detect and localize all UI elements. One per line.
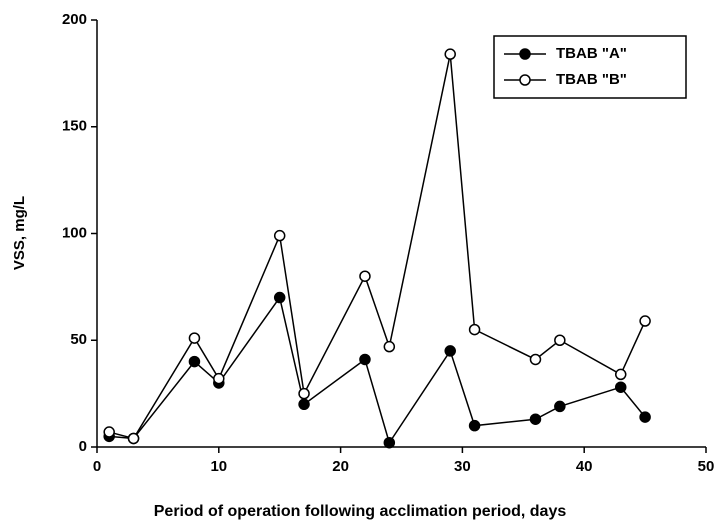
marker bbox=[188, 332, 201, 344]
series-line bbox=[109, 295, 646, 445]
legend-marker bbox=[519, 48, 531, 60]
y-axis-label: VSS, mg/L bbox=[11, 196, 28, 270]
marker bbox=[298, 398, 310, 411]
marker bbox=[383, 340, 396, 353]
marker bbox=[298, 387, 310, 400]
marker bbox=[188, 355, 201, 368]
marker bbox=[639, 315, 651, 327]
marker bbox=[444, 345, 456, 357]
y-tick-label: 100 bbox=[62, 224, 87, 241]
marker bbox=[359, 270, 371, 282]
marker bbox=[468, 419, 481, 432]
marker bbox=[127, 432, 140, 445]
y-tick-label: 150 bbox=[62, 118, 87, 135]
x-tick-label: 10 bbox=[210, 458, 227, 475]
marker bbox=[554, 400, 566, 413]
marker bbox=[273, 229, 286, 242]
marker bbox=[383, 436, 396, 449]
marker bbox=[444, 48, 456, 60]
marker bbox=[273, 291, 286, 304]
x-axis-label: Period of operation following acclimatio… bbox=[154, 503, 567, 520]
marker bbox=[614, 381, 627, 393]
legend-box bbox=[493, 35, 687, 99]
legend-label: TBAB "A" bbox=[556, 45, 627, 62]
x-tick-label: 50 bbox=[698, 458, 715, 475]
marker bbox=[529, 413, 542, 425]
marker bbox=[614, 368, 627, 381]
legend-marker bbox=[519, 74, 531, 86]
x-tick-label: 30 bbox=[454, 458, 471, 475]
series-line bbox=[108, 54, 646, 440]
marker bbox=[639, 411, 651, 423]
x-tick-label: 40 bbox=[576, 458, 593, 475]
marker bbox=[359, 353, 371, 366]
y-tick-label: 0 bbox=[79, 438, 87, 455]
marker bbox=[529, 353, 542, 366]
x-tick-label: 0 bbox=[93, 458, 101, 475]
marker bbox=[468, 323, 481, 336]
y-tick-label: 200 bbox=[62, 11, 87, 28]
legend-label: TBAB "B" bbox=[556, 71, 627, 88]
y-tick-label: 50 bbox=[70, 331, 87, 348]
x-tick-label: 20 bbox=[332, 458, 349, 475]
marker bbox=[103, 426, 115, 438]
marker bbox=[554, 334, 566, 346]
marker bbox=[213, 372, 225, 385]
